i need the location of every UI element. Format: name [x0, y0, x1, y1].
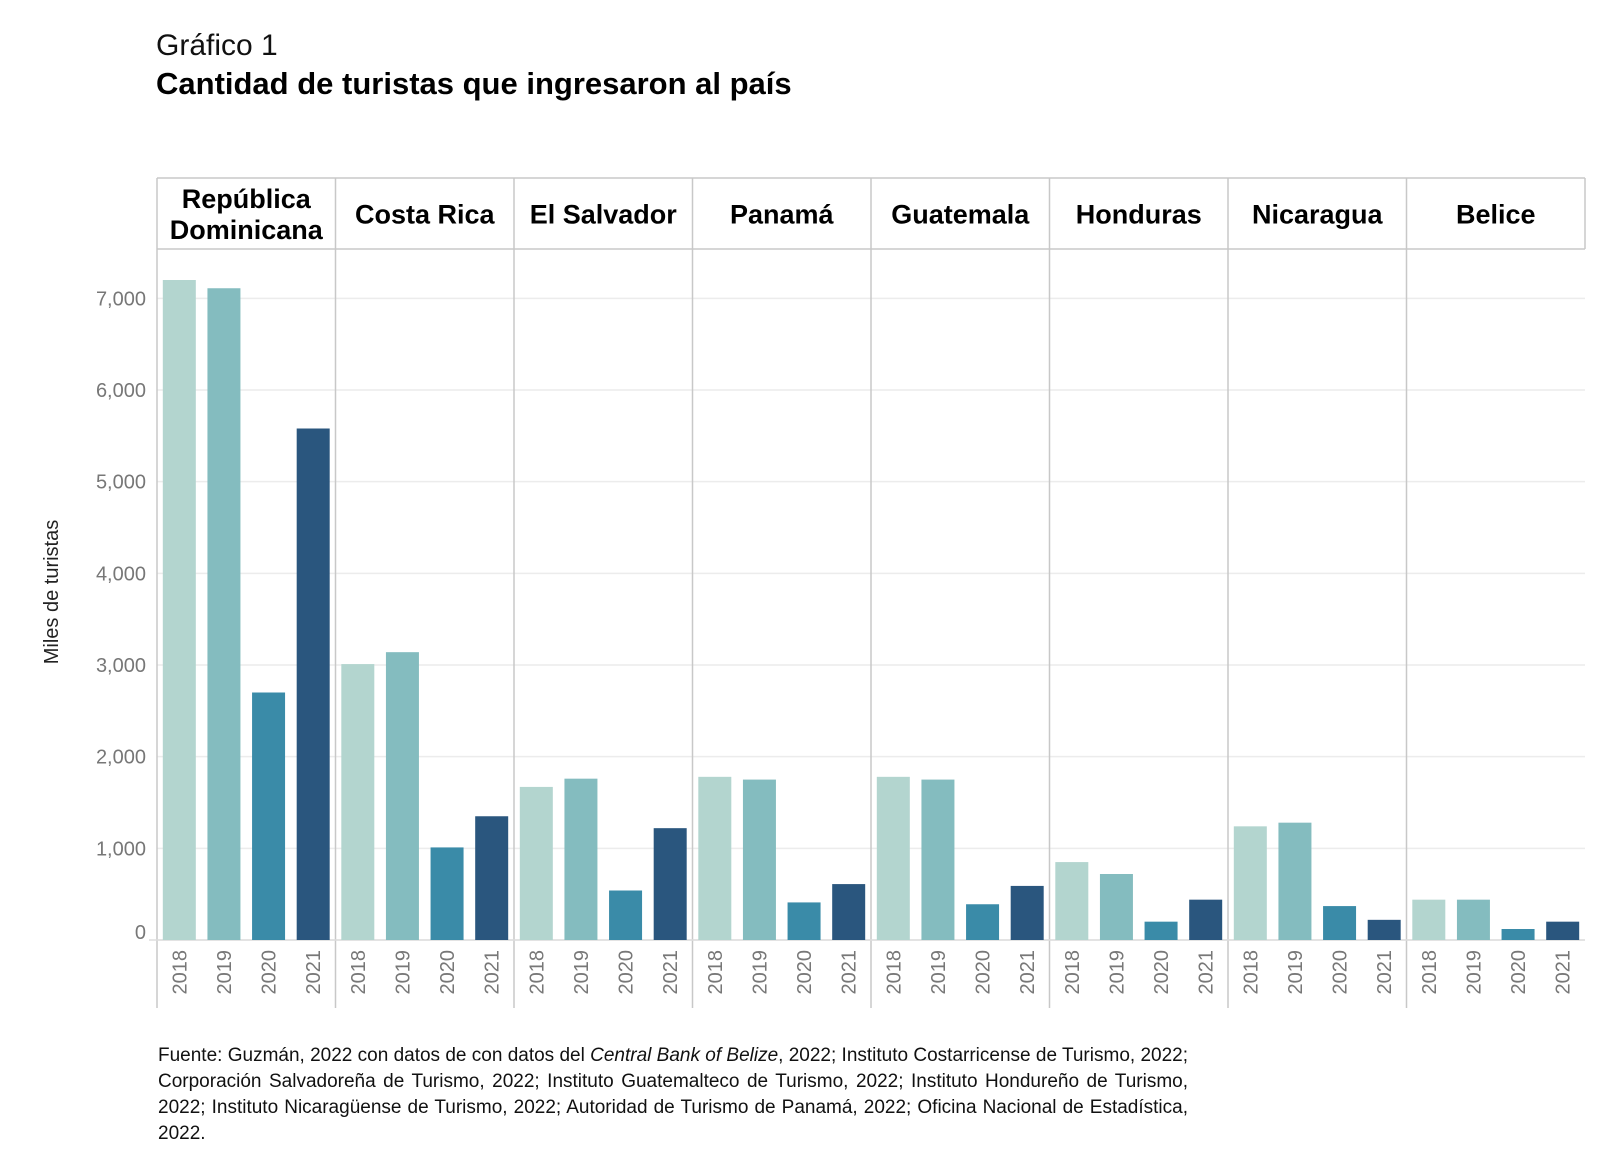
- bar-2018: [1412, 899, 1446, 940]
- x-tick-label: 2019: [392, 950, 414, 995]
- facet-label: República: [182, 184, 312, 214]
- bar-2019: [1099, 874, 1133, 940]
- x-tick-label: 2020: [1508, 950, 1530, 995]
- x-tick-label: 2021: [303, 950, 325, 995]
- x-tick-label: 2021: [839, 950, 861, 995]
- y-tick-label: 1,000: [96, 838, 146, 860]
- bar-2021: [475, 816, 509, 940]
- x-tick-label: 2019: [928, 950, 950, 995]
- facet-label: Dominicana: [170, 215, 324, 245]
- y-tick-label: 2,000: [96, 747, 146, 769]
- bar-2018: [162, 280, 196, 940]
- y-axis-label: Miles de turistas: [41, 520, 63, 665]
- source-prefix: Fuente: Guzmán, 2022 con datos de con da…: [158, 1045, 591, 1066]
- bar-2020: [609, 890, 643, 940]
- bar-2019: [564, 778, 598, 940]
- bar-2018: [1233, 826, 1267, 940]
- x-tick-label: 2019: [1285, 950, 1307, 995]
- facet-label: El Salvador: [530, 200, 678, 230]
- bar-2021: [1546, 921, 1580, 940]
- bar-2021: [1367, 919, 1401, 940]
- bar-2020: [1144, 921, 1178, 940]
- y-tick-label: 4,000: [96, 563, 146, 585]
- x-tick-label: 2018: [1240, 950, 1262, 995]
- x-tick-label: 2019: [571, 950, 593, 995]
- bar-2019: [742, 779, 776, 940]
- title-block: Gráfico 1 Cantidad de turistas que ingre…: [156, 28, 792, 104]
- bar-2019: [207, 288, 241, 940]
- x-tick-label: 2021: [1553, 950, 1575, 995]
- bar-2019: [1278, 822, 1312, 940]
- bar-2018: [876, 776, 910, 940]
- bar-2021: [1189, 899, 1223, 940]
- bar-2021: [1010, 885, 1044, 940]
- chart-number: Gráfico 1: [156, 29, 278, 62]
- facet-label: Guatemala: [891, 200, 1030, 230]
- x-tick-label: 2020: [794, 950, 816, 995]
- x-tick-label: 2020: [259, 950, 281, 995]
- x-tick-label: 2019: [1106, 950, 1128, 995]
- y-tick-label: 6,000: [96, 380, 146, 402]
- x-tick-label: 2018: [526, 950, 548, 995]
- bar-2018: [519, 786, 553, 940]
- x-tick-label: 2020: [437, 950, 459, 995]
- bar-2020: [1323, 906, 1357, 940]
- x-tick-label: 2019: [214, 950, 236, 995]
- bar-2020: [252, 692, 286, 940]
- bar-2019: [921, 779, 955, 940]
- x-tick-label: 2018: [1419, 950, 1441, 995]
- facet-label: Belice: [1456, 200, 1536, 230]
- x-tick-label: 2021: [660, 950, 682, 995]
- x-tick-label: 2021: [1196, 950, 1218, 995]
- bar-2019: [385, 652, 419, 940]
- bar-2020: [1501, 929, 1535, 940]
- y-tick-label: 0: [135, 922, 146, 944]
- bar-2020: [430, 847, 464, 940]
- y-tick-label: 7,000: [96, 288, 146, 310]
- bar-2020: [966, 904, 1000, 940]
- x-tick-label: 2020: [616, 950, 638, 995]
- chart-plot: 0 1,000 2,000 3,000 4,000 5,000 6,000 7,000 Mile…: [41, 177, 1586, 1008]
- x-tick-label: 2018: [348, 950, 370, 995]
- facet-label: Nicaragua: [1252, 200, 1384, 230]
- x-tick-label: 2018: [883, 950, 905, 995]
- bar-2018: [1055, 862, 1089, 940]
- facet-label: Honduras: [1076, 200, 1202, 230]
- facet-label: Costa Rica: [355, 200, 496, 230]
- x-tick-label: 2019: [749, 950, 771, 995]
- y-tick-label: 3,000: [96, 655, 146, 677]
- x-tick-label: 2020: [973, 950, 995, 995]
- y-tick-label: 5,000: [96, 472, 146, 494]
- x-tick-label: 2020: [1330, 950, 1352, 995]
- facet-label: Panamá: [730, 200, 835, 230]
- x-tick-label: 2018: [1062, 950, 1084, 995]
- bar-2021: [296, 428, 330, 940]
- source-note: Fuente: Guzmán, 2022 con datos de con da…: [158, 1043, 1188, 1147]
- bar-2019: [1456, 899, 1490, 940]
- x-tick-label: 2021: [1374, 950, 1396, 995]
- bar-2018: [698, 776, 732, 940]
- bar-2018: [341, 664, 375, 940]
- x-tick-label: 2018: [705, 950, 727, 995]
- x-tick-label: 2018: [169, 950, 191, 995]
- x-tick-label: 2020: [1151, 950, 1173, 995]
- bar-2021: [832, 884, 866, 940]
- x-tick-label: 2019: [1463, 950, 1485, 995]
- x-tick-label: 2021: [482, 950, 504, 995]
- x-tick-label: 2021: [1017, 950, 1039, 995]
- source-italic: Central Bank of Belize: [590, 1045, 779, 1066]
- chart-title: Cantidad de turistas que ingresaron al p…: [156, 66, 792, 101]
- bar-2020: [787, 902, 821, 940]
- source-suffix: , 2022; Instituto Costarricense de Turis…: [158, 1045, 1188, 1144]
- bar-2021: [653, 828, 687, 940]
